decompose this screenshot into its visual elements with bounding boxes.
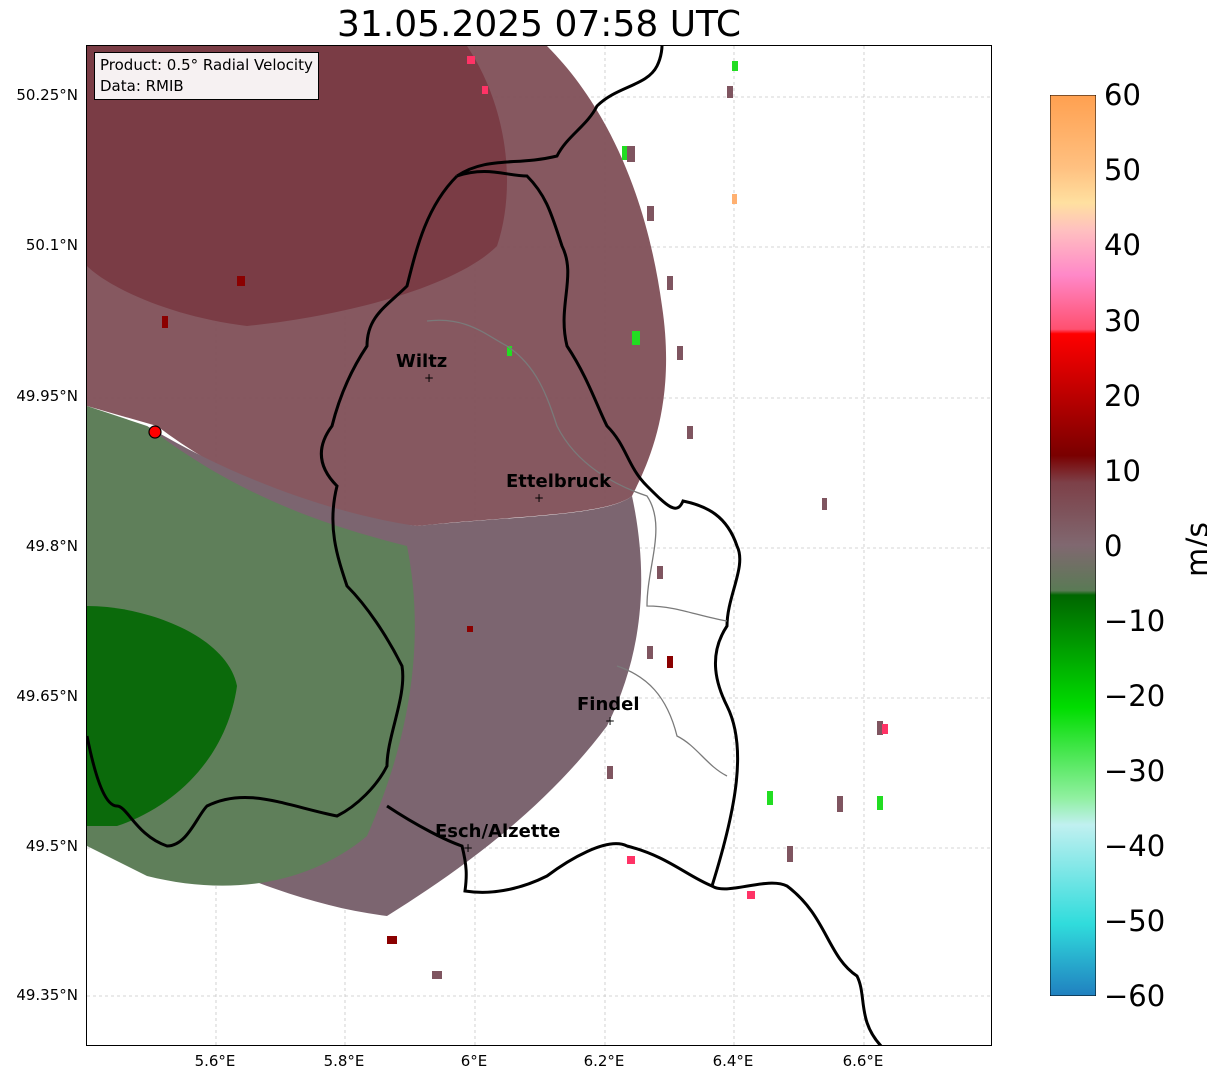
radar-map[interactable]: [86, 45, 992, 1046]
border-luxembourg-france: [386, 804, 713, 894]
y-tick-label: 50.1°N: [25, 236, 78, 254]
city-marker-findel: +: [605, 714, 616, 728]
y-tick-label: 49.5°N: [25, 837, 78, 855]
y-tick-label: 50.25°N: [16, 86, 78, 104]
colorbar-tick: −40: [1104, 829, 1166, 863]
product-label: Product: 0.5° Radial Velocity: [100, 56, 313, 74]
radar-map-canvas: [87, 46, 991, 1045]
border-north: [456, 46, 664, 178]
colorbar-tick: −20: [1104, 679, 1166, 713]
y-tick-label: 49.35°N: [16, 986, 78, 1004]
colorbar-tick: 30: [1104, 304, 1141, 338]
map-title: 31.05.2025 07:58 UTC: [336, 4, 742, 45]
border-luxembourg-germany: [456, 170, 883, 1045]
colorbar-unit-label: m/s: [1180, 522, 1207, 577]
city-label-esch-alzette: Esch/Alzette: [435, 821, 561, 842]
y-tick-label: 49.8°N: [25, 537, 78, 555]
colorbar: [1050, 95, 1096, 996]
inbound-strong-area: [87, 606, 237, 826]
colorbar-tick: −30: [1104, 754, 1166, 788]
city-label-wiltz: Wiltz: [396, 351, 448, 372]
info-box: Product: 0.5° Radial Velocity Data: RMIB: [94, 52, 319, 100]
x-tick-label: 6.4°E: [712, 1052, 754, 1070]
colorbar-tick: 10: [1104, 454, 1141, 488]
x-tick-label: 6.6°E: [842, 1052, 884, 1070]
strong-outbound-gates: [467, 56, 888, 899]
outbound-strong-area: [87, 46, 507, 326]
city-label-ettelbruck: Ettelbruck: [506, 471, 612, 492]
y-tick-label: 49.65°N: [16, 687, 78, 705]
x-tick-label: 6°E: [460, 1052, 488, 1070]
high-velocity-gate: [732, 194, 737, 204]
y-tick-label: 49.95°N: [16, 387, 78, 405]
district-boundaries: [426, 319, 728, 777]
colorbar-tick: 0: [1104, 529, 1123, 563]
x-tick-label: 5.8°E: [323, 1052, 365, 1070]
x-tick-label: 6.2°E: [583, 1052, 625, 1070]
colorbar-tick: 60: [1104, 78, 1141, 112]
colorbar-tick: −10: [1104, 604, 1166, 638]
border-belgium-luxembourg: [87, 174, 459, 848]
city-label-findel: Findel: [577, 694, 640, 715]
data-source-label: Data: RMIB: [100, 77, 184, 95]
colorbar-tick: −50: [1104, 904, 1166, 938]
colorbar-tick: 50: [1104, 153, 1141, 187]
x-tick-label: 5.6°E: [194, 1052, 236, 1070]
city-marker-esch-alzette: +: [463, 841, 474, 855]
colorbar-tick: −60: [1104, 979, 1166, 1013]
strong-inbound-gates: [507, 61, 883, 810]
city-marker-wiltz: +: [424, 371, 435, 385]
colorbar-tick: 40: [1104, 228, 1141, 262]
radar-site-marker: [148, 425, 162, 439]
scattered-echoes: [432, 86, 883, 979]
city-marker-ettelbruck: +: [534, 491, 545, 505]
moderate-outbound-gates: [162, 276, 673, 944]
colorbar-tick: 20: [1104, 379, 1141, 413]
